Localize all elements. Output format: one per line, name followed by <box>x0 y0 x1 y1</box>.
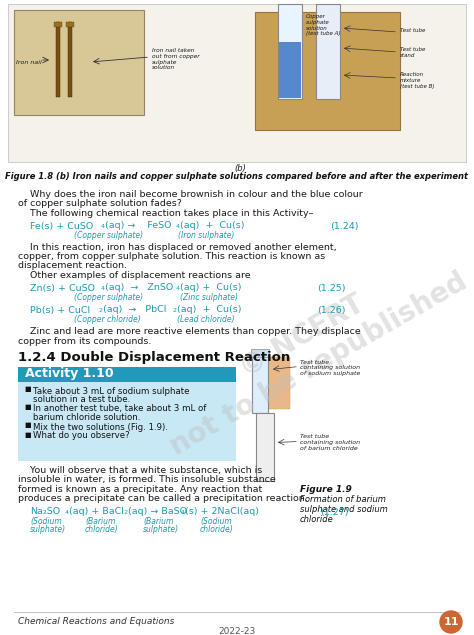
Text: Mix the two solutions (Fig. 1.9).: Mix the two solutions (Fig. 1.9). <box>33 422 168 432</box>
Text: Na₂SO: Na₂SO <box>30 507 60 516</box>
Text: barium chloride solution.: barium chloride solution. <box>33 413 140 422</box>
Text: chloride): chloride) <box>200 525 234 534</box>
Text: (aq) +  Cu(s): (aq) + Cu(s) <box>180 283 241 293</box>
Text: (aq)  →   PbCl: (aq) → PbCl <box>103 305 166 314</box>
Text: 2022-23: 2022-23 <box>219 627 255 635</box>
Text: (Zinc sulphate): (Zinc sulphate) <box>180 293 238 302</box>
Text: Figure 1.8 (b) Iron nails and copper sulphate solutions compared before and afte: Figure 1.8 (b) Iron nails and copper sul… <box>6 172 468 181</box>
Text: chloride): chloride) <box>85 525 119 534</box>
Text: (Barium: (Barium <box>85 517 115 526</box>
Text: 4: 4 <box>101 224 105 229</box>
Text: 4: 4 <box>176 286 180 291</box>
Text: (b): (b) <box>234 164 246 173</box>
Text: In another test tube, take about 3 mL of: In another test tube, take about 3 mL of <box>33 404 206 413</box>
Text: 2: 2 <box>99 308 103 313</box>
Text: (Lead chloride): (Lead chloride) <box>177 315 235 324</box>
Text: Copper
sulphate
solution
(test tube A): Copper sulphate solution (test tube A) <box>306 14 340 36</box>
Text: Test tube
containing solution
of barium chloride: Test tube containing solution of barium … <box>300 434 360 451</box>
Text: Activity 1.10: Activity 1.10 <box>25 368 114 380</box>
Text: © NCERT
not to be republished: © NCERT not to be republished <box>148 239 472 461</box>
Bar <box>255 12 400 130</box>
Text: 4: 4 <box>65 510 69 515</box>
Bar <box>14 10 144 115</box>
Text: displacement reaction.: displacement reaction. <box>18 262 127 271</box>
Text: Why does the iron nail become brownish in colour and the blue colour: Why does the iron nail become brownish i… <box>18 190 363 199</box>
Text: (Copper chloride): (Copper chloride) <box>74 315 141 324</box>
Bar <box>68 22 72 97</box>
Text: (Copper sulphate): (Copper sulphate) <box>74 293 143 302</box>
Text: 1.2.4 Double Displacement Reaction: 1.2.4 Double Displacement Reaction <box>18 352 290 364</box>
Text: 4: 4 <box>176 224 180 229</box>
Text: 11: 11 <box>443 617 459 627</box>
Text: (aq)  →   ZnSO: (aq) → ZnSO <box>105 283 173 293</box>
Text: 4: 4 <box>181 510 185 515</box>
Text: formed is known as a precipitate. Any reaction that: formed is known as a precipitate. Any re… <box>18 485 262 493</box>
Text: (Copper sulphate): (Copper sulphate) <box>74 231 143 240</box>
Bar <box>18 366 236 382</box>
Bar <box>251 349 269 356</box>
Text: Other examples of displacement reactions are: Other examples of displacement reactions… <box>18 271 251 280</box>
Bar <box>252 354 268 413</box>
Bar <box>54 22 62 27</box>
Text: Figure 1.9: Figure 1.9 <box>300 485 352 493</box>
Text: Test tube
containing solution
of sodium sulphate: Test tube containing solution of sodium … <box>300 359 360 376</box>
Text: ■: ■ <box>24 404 31 410</box>
Text: Fe(s) + CuSO: Fe(s) + CuSO <box>30 222 93 231</box>
Bar <box>260 356 290 408</box>
Text: copper, from copper sulphate solution. This reaction is known as: copper, from copper sulphate solution. T… <box>18 252 325 261</box>
Text: Zinc and lead are more reactive elements than copper. They displace: Zinc and lead are more reactive elements… <box>18 328 361 337</box>
Text: copper from its compounds.: copper from its compounds. <box>18 337 151 346</box>
Text: Pb(s) + CuCl: Pb(s) + CuCl <box>30 305 90 314</box>
Text: sulphate): sulphate) <box>143 525 179 534</box>
Text: (aq) + BaCl: (aq) + BaCl <box>69 507 124 516</box>
Bar <box>279 42 301 98</box>
Text: (Barium: (Barium <box>143 517 173 526</box>
Text: ■: ■ <box>24 432 31 438</box>
Text: Test tube: Test tube <box>400 28 425 33</box>
Bar <box>8 4 466 162</box>
Text: Test tube
stand: Test tube stand <box>400 47 425 58</box>
Text: Formation of barium
sulphate and sodium
chloride: Formation of barium sulphate and sodium … <box>300 495 388 525</box>
Text: What do you observe?: What do you observe? <box>33 432 129 441</box>
Text: (1.26): (1.26) <box>317 305 346 314</box>
Text: The following chemical reaction takes place in this Activity–: The following chemical reaction takes pl… <box>18 209 313 218</box>
Text: insoluble in water, is formed. This insoluble substance: insoluble in water, is formed. This inso… <box>18 475 276 484</box>
Text: sulphate): sulphate) <box>30 525 66 534</box>
Text: (aq) →    FeSO: (aq) → FeSO <box>105 222 172 231</box>
Text: Iron nail: Iron nail <box>16 60 42 65</box>
Text: Chemical Reactions and Equations: Chemical Reactions and Equations <box>18 617 174 626</box>
Text: (1.24): (1.24) <box>330 222 358 231</box>
Text: 2: 2 <box>124 510 128 515</box>
Text: ■: ■ <box>24 387 31 392</box>
Circle shape <box>440 611 462 633</box>
Text: (Iron sulphate): (Iron sulphate) <box>178 231 234 240</box>
Text: (aq)  +  Cu(s): (aq) + Cu(s) <box>180 222 245 231</box>
Bar <box>18 366 236 460</box>
Text: (Sodium: (Sodium <box>200 517 232 526</box>
Text: (Sodium: (Sodium <box>30 517 62 526</box>
Text: ■: ■ <box>24 422 31 429</box>
Bar <box>256 413 274 481</box>
Text: (aq) → BaSO: (aq) → BaSO <box>128 507 187 516</box>
Bar <box>278 4 302 99</box>
Bar <box>316 4 340 99</box>
Text: 2: 2 <box>173 308 177 313</box>
Text: produces a precipitate can be called a precipitation reaction.: produces a precipitate can be called a p… <box>18 494 308 503</box>
Text: 4: 4 <box>101 286 105 291</box>
Text: Iron nail taken
out from copper
sulphate
solution: Iron nail taken out from copper sulphate… <box>152 48 200 70</box>
Text: Take about 3 mL of sodium sulphate: Take about 3 mL of sodium sulphate <box>33 387 190 396</box>
Text: (1.25): (1.25) <box>317 283 346 293</box>
Text: You will observe that a white substance, which is: You will observe that a white substance,… <box>18 465 262 474</box>
Text: Zn(s) + CuSO: Zn(s) + CuSO <box>30 283 95 293</box>
Text: (aq)  +  Cu(s): (aq) + Cu(s) <box>177 305 241 314</box>
Text: Reaction
mixture
(test tube B): Reaction mixture (test tube B) <box>400 72 435 89</box>
Text: solution in a test tube.: solution in a test tube. <box>33 396 130 404</box>
Text: (1.27): (1.27) <box>320 507 348 516</box>
Text: In this reaction, iron has displaced or removed another element,: In this reaction, iron has displaced or … <box>18 243 337 251</box>
Text: of copper sulphate solution fades?: of copper sulphate solution fades? <box>18 199 182 208</box>
Text: (s) + 2NaCl(aq): (s) + 2NaCl(aq) <box>185 507 259 516</box>
Bar <box>66 22 74 27</box>
Bar <box>56 22 60 97</box>
